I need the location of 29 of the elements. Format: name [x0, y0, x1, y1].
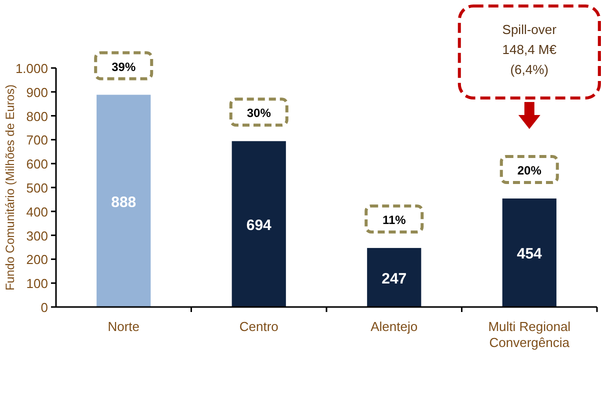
y-tick-label: 1.000 — [15, 61, 48, 76]
data-label: 694 — [246, 217, 272, 234]
annotation: 20% — [517, 163, 542, 178]
bar — [232, 141, 286, 307]
y-tick-label: 0 — [40, 300, 48, 315]
data-label: 888 — [111, 194, 136, 211]
y-tick-label: 200 — [26, 252, 48, 268]
y-tick-label: 300 — [26, 228, 48, 244]
y-tick-label: 100 — [26, 276, 48, 292]
x-tick-label: Multi Regional Convergência — [488, 319, 571, 350]
annotation: 39% — [112, 60, 136, 74]
y-tick-label: 900 — [26, 84, 48, 100]
y-tick-label: 800 — [26, 108, 48, 124]
x-tick-label: Norte — [108, 319, 140, 334]
y-axis-title: Fundo Comunitário (Milhões de Euros) — [3, 84, 17, 291]
data-label: 454 — [516, 246, 543, 263]
y-tick-label: 600 — [26, 156, 48, 172]
y-tick-label: 400 — [26, 204, 48, 220]
annotation: Spill-over 148,4 M€ (6,4%) — [502, 22, 558, 77]
y-tick-label: 700 — [26, 132, 48, 148]
bar — [96, 94, 151, 307]
bar — [367, 248, 422, 307]
annotation: 11% — [382, 212, 406, 227]
x-tick-label: Centro — [239, 319, 278, 334]
annotation: 30% — [246, 106, 272, 120]
bar — [502, 198, 556, 307]
data-label: 247 — [382, 270, 407, 288]
x-tick-label: Alentejo — [370, 319, 418, 334]
y-tick-label: 500 — [26, 180, 48, 196]
